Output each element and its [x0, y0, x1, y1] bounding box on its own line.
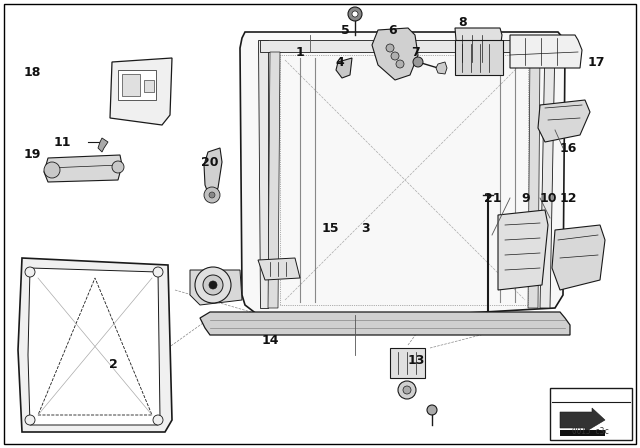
Polygon shape — [455, 28, 502, 70]
Text: 7: 7 — [411, 46, 419, 59]
Circle shape — [25, 415, 35, 425]
Text: 12: 12 — [559, 191, 577, 204]
Bar — [560, 430, 605, 436]
Text: 5: 5 — [340, 23, 349, 36]
Circle shape — [203, 275, 223, 295]
Polygon shape — [258, 40, 268, 308]
Circle shape — [153, 415, 163, 425]
Text: 19: 19 — [23, 148, 41, 161]
Text: 8: 8 — [459, 16, 467, 29]
Polygon shape — [98, 138, 108, 152]
Circle shape — [398, 381, 416, 399]
Polygon shape — [190, 270, 242, 305]
Circle shape — [403, 386, 411, 394]
Bar — [144, 80, 154, 92]
Text: 16: 16 — [559, 142, 577, 155]
Polygon shape — [260, 40, 548, 52]
Text: 9: 9 — [522, 191, 531, 204]
Circle shape — [209, 192, 215, 198]
Circle shape — [153, 267, 163, 277]
Text: 10: 10 — [540, 191, 557, 204]
Circle shape — [348, 7, 362, 21]
Polygon shape — [372, 28, 418, 80]
Circle shape — [44, 162, 60, 178]
Circle shape — [195, 267, 231, 303]
Polygon shape — [200, 312, 570, 335]
Text: 2: 2 — [109, 358, 117, 371]
Polygon shape — [268, 52, 280, 308]
Text: 1: 1 — [296, 46, 305, 59]
Text: 14: 14 — [261, 333, 279, 346]
Polygon shape — [28, 268, 160, 425]
Polygon shape — [498, 210, 548, 290]
Circle shape — [209, 281, 217, 289]
Bar — [455, 40, 503, 75]
Text: 15: 15 — [321, 221, 339, 234]
Bar — [118, 70, 156, 100]
Text: 4: 4 — [335, 56, 344, 69]
Polygon shape — [436, 62, 447, 74]
Polygon shape — [240, 32, 565, 315]
Polygon shape — [538, 100, 590, 142]
Text: 18: 18 — [23, 65, 41, 78]
Polygon shape — [540, 40, 555, 308]
Polygon shape — [552, 225, 605, 290]
Text: 20: 20 — [201, 155, 219, 168]
Circle shape — [427, 405, 437, 415]
Bar — [550, 388, 632, 440]
Polygon shape — [336, 58, 352, 78]
Polygon shape — [510, 35, 582, 68]
Circle shape — [204, 187, 220, 203]
Text: 17: 17 — [588, 56, 605, 69]
Circle shape — [396, 60, 404, 68]
Bar — [122, 74, 140, 96]
Polygon shape — [18, 258, 172, 432]
Text: 21: 21 — [484, 191, 502, 204]
Circle shape — [352, 11, 358, 17]
Bar — [390, 348, 425, 378]
Polygon shape — [110, 58, 172, 125]
Circle shape — [413, 57, 423, 67]
Polygon shape — [528, 52, 540, 308]
Polygon shape — [258, 258, 300, 280]
Circle shape — [25, 267, 35, 277]
Text: 3: 3 — [361, 221, 369, 234]
Text: 0015 c3c: 0015 c3c — [573, 427, 609, 436]
Text: 11: 11 — [53, 135, 71, 148]
Polygon shape — [44, 155, 122, 182]
Circle shape — [391, 52, 399, 60]
Circle shape — [386, 44, 394, 52]
Text: 6: 6 — [388, 23, 397, 36]
Text: 13: 13 — [407, 353, 425, 366]
Polygon shape — [204, 148, 222, 198]
Circle shape — [112, 161, 124, 173]
Polygon shape — [560, 408, 605, 432]
